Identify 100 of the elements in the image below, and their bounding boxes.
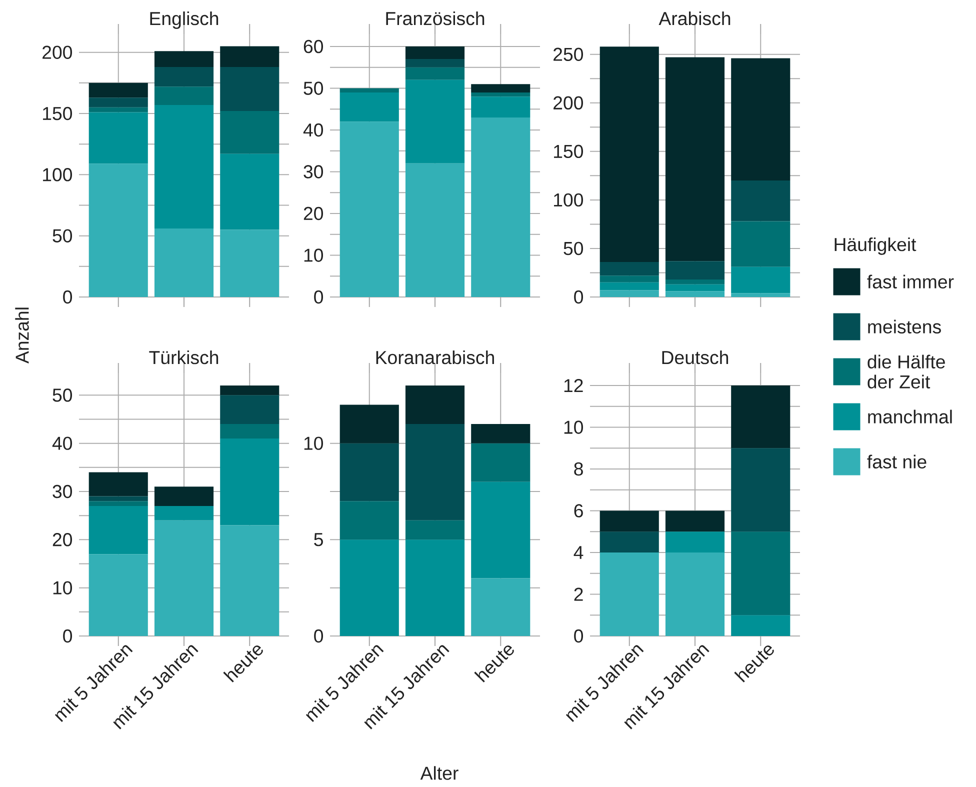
legend-label: manchmal xyxy=(868,410,952,424)
bar xyxy=(220,67,280,112)
bar xyxy=(731,221,790,267)
bar xyxy=(340,540,399,636)
bar xyxy=(471,92,530,97)
bar xyxy=(471,482,530,578)
bar xyxy=(471,578,530,636)
y-tick-label: 50 xyxy=(564,242,584,256)
chart-title: Französisch xyxy=(386,11,484,26)
bar xyxy=(340,443,399,502)
y-tick-label: 10 xyxy=(304,248,324,262)
x-axis-title: Alter xyxy=(420,766,458,780)
bar xyxy=(600,276,659,282)
bar xyxy=(600,262,659,276)
y-tick-label: 6 xyxy=(574,504,583,518)
bar xyxy=(405,46,465,60)
bar xyxy=(665,57,725,262)
y-tick-label: 20 xyxy=(304,206,324,220)
bar xyxy=(731,615,790,636)
bar xyxy=(154,104,214,228)
y-tick-label: 50 xyxy=(304,82,324,95)
bar xyxy=(220,438,280,526)
bar xyxy=(154,51,214,68)
y-tick-label: 12 xyxy=(564,378,583,392)
bar xyxy=(340,92,399,122)
bar xyxy=(154,506,214,520)
y-tick-label: 0 xyxy=(574,629,584,643)
y-tick-label: 0 xyxy=(63,290,72,304)
legend-label: fast nie xyxy=(867,454,926,468)
y-tick-label: 5 xyxy=(314,533,323,546)
bar xyxy=(340,88,399,92)
bar xyxy=(220,46,280,68)
bar xyxy=(88,98,148,108)
y-tick-label: 0 xyxy=(314,629,324,643)
chart-title: Türkisch xyxy=(149,350,218,364)
bar xyxy=(471,424,530,444)
chart-title: Deutsch xyxy=(662,350,728,364)
bar xyxy=(88,472,148,496)
bar xyxy=(405,386,465,424)
y-tick-label: 150 xyxy=(43,106,72,120)
bar xyxy=(665,284,725,292)
bar xyxy=(220,230,280,297)
y-tick-label: 0 xyxy=(314,290,324,304)
bar xyxy=(600,46,659,262)
bar xyxy=(665,510,725,532)
bar xyxy=(340,501,399,540)
y-tick-label: 4 xyxy=(574,546,584,559)
y-tick-label: 0 xyxy=(63,629,72,643)
y-tick-label: 200 xyxy=(42,46,72,59)
bar xyxy=(405,163,465,297)
chart-title: Koranarabisch xyxy=(376,350,494,364)
y-tick-label: 60 xyxy=(304,40,324,54)
bar xyxy=(88,501,148,506)
y-tick-label: 100 xyxy=(43,168,72,182)
bar xyxy=(731,180,790,222)
y-tick-label: 200 xyxy=(554,96,584,110)
bar xyxy=(600,532,659,552)
bar xyxy=(88,506,148,554)
bar xyxy=(731,293,790,297)
bar xyxy=(665,280,725,284)
bar xyxy=(340,404,399,444)
y-tick-label: 10 xyxy=(53,581,72,594)
bar xyxy=(405,424,465,520)
y-tick-label: 2 xyxy=(574,588,583,601)
bar xyxy=(405,540,465,636)
bar xyxy=(154,67,214,87)
y-tick-label: 30 xyxy=(304,165,324,178)
y-tick-label: 150 xyxy=(554,144,584,158)
bar xyxy=(731,266,790,294)
bar xyxy=(665,261,725,280)
y-tick-label: 30 xyxy=(52,484,72,498)
bar xyxy=(731,386,790,448)
bar xyxy=(600,510,659,532)
bar xyxy=(600,290,659,297)
bar xyxy=(405,80,465,164)
y-tick-label: 40 xyxy=(303,123,324,137)
bar xyxy=(154,228,214,297)
y-tick-label: 40 xyxy=(52,436,72,450)
bar xyxy=(471,96,530,118)
legend-label: fast immer xyxy=(867,274,954,288)
bar xyxy=(405,67,465,80)
bar xyxy=(220,386,280,396)
chart-title: Arabisch xyxy=(658,11,730,26)
bar xyxy=(154,86,214,105)
bar xyxy=(665,291,725,297)
bar xyxy=(88,164,148,297)
legend-title: Häufigkeit xyxy=(834,237,916,255)
bar xyxy=(88,107,148,112)
bar xyxy=(471,84,530,92)
bar xyxy=(405,59,465,68)
bar xyxy=(340,122,399,297)
bar xyxy=(88,82,148,98)
bar xyxy=(154,520,214,636)
bar xyxy=(471,117,530,297)
bar xyxy=(665,532,725,552)
y-tick-label: 8 xyxy=(574,462,583,476)
bar xyxy=(220,424,280,439)
y-tick-label: 100 xyxy=(554,193,584,207)
legend-label: meistens xyxy=(868,320,941,334)
bar xyxy=(220,395,280,424)
